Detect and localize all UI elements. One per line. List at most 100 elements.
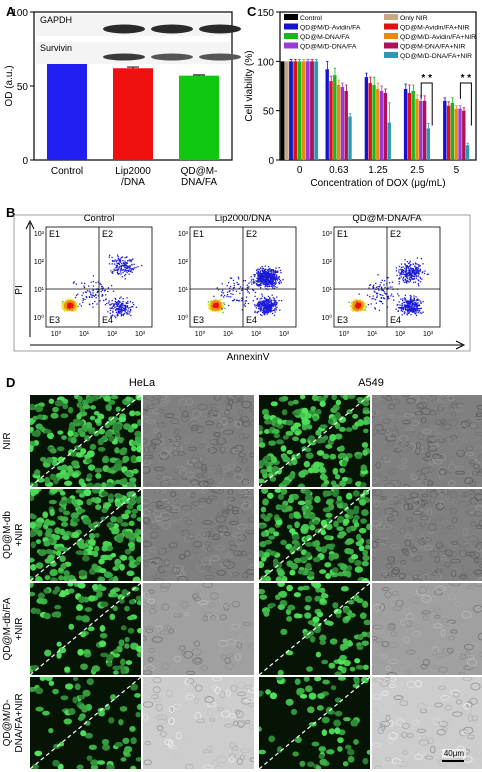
- event-dot: [64, 308, 66, 310]
- event-dot: [274, 271, 276, 273]
- subplot-title: QD@M-DNA/FA: [352, 213, 422, 224]
- event-dot: [267, 272, 270, 275]
- event-dot: [120, 268, 122, 271]
- event-dot: [264, 273, 267, 276]
- event-dot: [261, 274, 264, 276]
- event-dot: [413, 311, 416, 313]
- event-dot: [400, 266, 403, 269]
- event-dot: [278, 266, 280, 269]
- event-dot: [357, 305, 359, 307]
- event-dot: [112, 310, 114, 312]
- event-dot: [107, 302, 110, 304]
- event-dot: [73, 281, 75, 283]
- event-dot: [122, 309, 124, 312]
- event-dot: [268, 280, 271, 283]
- event-dot: [412, 302, 414, 304]
- event-dot: [413, 301, 416, 304]
- event-dot: [112, 303, 114, 305]
- event-dot: [256, 298, 259, 300]
- event-dot: [212, 305, 214, 307]
- event-dot: [126, 267, 129, 269]
- event-dot: [404, 279, 406, 281]
- event-dot: [219, 307, 221, 309]
- bar: [280, 61, 285, 161]
- event-dot: [358, 306, 360, 308]
- event-dot: [244, 279, 246, 282]
- event-dot: [63, 304, 66, 307]
- event-dot: [259, 304, 261, 307]
- significance-label: * *: [461, 73, 472, 84]
- event-dot: [276, 277, 278, 279]
- event-dot: [352, 307, 355, 310]
- event-dot: [402, 308, 405, 311]
- event-dot: [410, 310, 412, 312]
- event-dot: [266, 313, 268, 315]
- event-dot: [279, 269, 282, 272]
- x-tick-label: 2.5: [410, 165, 424, 176]
- event-dot: [418, 299, 420, 301]
- event-dot: [116, 301, 119, 303]
- event-dot: [408, 307, 410, 309]
- event-dot: [266, 300, 268, 303]
- event-dot: [411, 307, 413, 309]
- event-dot: [402, 279, 405, 282]
- event-dot: [232, 300, 234, 302]
- event-dot: [65, 302, 67, 304]
- event-dot: [266, 306, 268, 308]
- event-dot: [414, 267, 417, 269]
- event-dot: [67, 303, 69, 305]
- event-dot: [248, 292, 251, 294]
- event-dot: [361, 309, 363, 311]
- event-dot: [402, 298, 404, 300]
- event-dot: [406, 313, 408, 315]
- event-dot: [63, 303, 65, 306]
- event-dot: [266, 271, 269, 274]
- event-dot: [365, 306, 367, 308]
- event-dot: [113, 260, 116, 262]
- event-dot: [404, 267, 406, 270]
- event-dot: [115, 309, 117, 311]
- event-dot: [238, 300, 241, 302]
- event-dot: [354, 298, 356, 300]
- bar: [422, 100, 427, 160]
- event-dot: [123, 265, 125, 267]
- event-dot: [406, 272, 409, 274]
- event-dot: [212, 304, 215, 306]
- event-dot: [276, 296, 278, 298]
- event-dot: [400, 263, 403, 265]
- event-dot: [211, 306, 213, 308]
- event-dot: [100, 290, 102, 293]
- event-dot: [120, 303, 122, 306]
- event-dot: [408, 277, 411, 279]
- event-dot: [115, 311, 118, 314]
- event-dot: [122, 259, 124, 262]
- event-dot: [69, 304, 71, 306]
- event-dot: [360, 305, 363, 308]
- event-dot: [215, 304, 217, 307]
- event-dot: [351, 309, 353, 311]
- event-dot: [120, 302, 123, 305]
- event-dot: [116, 315, 118, 317]
- event-dot: [131, 264, 133, 266]
- event-dot: [267, 277, 270, 280]
- event-dot: [271, 279, 274, 282]
- event-dot: [116, 262, 118, 265]
- event-dot: [412, 275, 415, 278]
- event-dot: [266, 278, 269, 281]
- event-dot: [210, 303, 213, 305]
- legend-entry: QD@M-DNA/FA+NIR: [400, 44, 465, 51]
- event-dot: [129, 267, 132, 269]
- event-dot: [401, 310, 403, 312]
- event-dot: [262, 270, 264, 273]
- event-dot: [405, 273, 408, 275]
- event-dot: [232, 279, 235, 282]
- event-dot: [268, 305, 270, 307]
- event-dot: [410, 295, 412, 297]
- event-dot: [123, 270, 126, 272]
- event-dot: [262, 307, 264, 309]
- event-dot: [411, 303, 413, 306]
- event-dot: [263, 312, 265, 314]
- event-dot: [401, 305, 403, 307]
- bar: [297, 61, 302, 161]
